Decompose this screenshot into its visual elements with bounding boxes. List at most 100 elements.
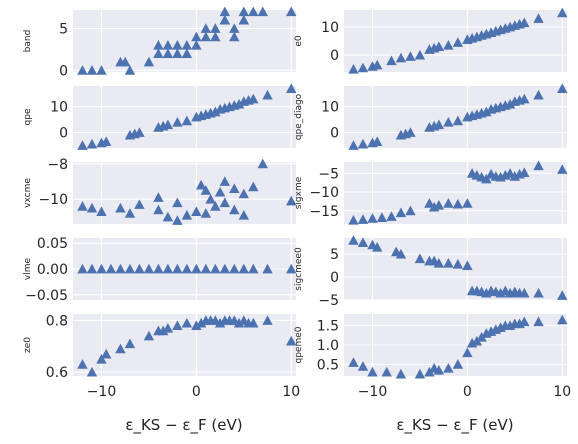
data-point <box>395 207 407 218</box>
data-point <box>219 6 231 17</box>
data-point <box>286 195 297 206</box>
data-point <box>262 89 273 100</box>
y-tick-label: 0.00 <box>37 262 68 278</box>
data-point <box>200 31 212 42</box>
data-point <box>191 39 202 50</box>
data-point <box>153 39 164 50</box>
data-point <box>200 263 212 274</box>
data-point <box>405 205 416 216</box>
subplot-sigxme: −15 −10 −5 sigxme <box>294 160 568 225</box>
data-point <box>519 17 530 28</box>
data-point <box>77 263 88 274</box>
data-point <box>533 160 544 171</box>
plot-background <box>73 10 296 72</box>
y-tick-label: 0 <box>330 48 339 64</box>
data-point <box>86 138 98 149</box>
subplot-vlme: −0.05 0.00 0.05 vlme <box>23 236 297 304</box>
plot-background <box>344 162 567 224</box>
data-point <box>172 215 183 225</box>
y-tick-label: 10 <box>50 100 68 116</box>
y-tick-label: 0 <box>59 126 68 142</box>
data-point <box>214 317 226 328</box>
plot-background <box>344 238 567 300</box>
data-point <box>424 198 435 208</box>
data-point <box>238 209 250 220</box>
data-point <box>557 314 568 325</box>
data-point <box>162 263 174 274</box>
data-point <box>162 323 174 333</box>
x-tick-label: 10 <box>553 384 571 400</box>
data-point <box>143 330 155 341</box>
data-point <box>481 106 492 117</box>
data-point <box>248 263 259 274</box>
data-point <box>433 258 445 268</box>
data-point <box>210 31 221 42</box>
data-point <box>452 198 464 209</box>
data-point <box>443 258 454 268</box>
y-tick-label: 1.5 <box>317 319 339 335</box>
data-point <box>504 98 516 109</box>
data-point <box>115 343 126 354</box>
data-point <box>181 115 193 126</box>
subplot-qpe-diago: 0 10 qpe_diago <box>294 83 568 150</box>
y-tick-label: −0.05 <box>25 288 68 304</box>
data-point <box>219 176 231 186</box>
y-axis-label: sigcmee0 <box>294 247 304 291</box>
data-point <box>172 263 183 274</box>
data-point <box>105 263 117 274</box>
data-point <box>348 215 359 225</box>
data-point <box>86 366 98 377</box>
y-tick-label: −10 <box>38 192 68 208</box>
y-tick-label: 0.05 <box>37 236 68 252</box>
data-point <box>200 23 212 33</box>
data-point <box>248 181 259 192</box>
data-point <box>238 6 250 17</box>
data-point <box>257 158 268 169</box>
data-point <box>86 263 98 274</box>
data-point <box>96 206 107 217</box>
data-point <box>248 93 259 104</box>
data-point <box>414 368 426 379</box>
data-point <box>134 263 145 274</box>
data-point <box>367 366 378 377</box>
data-point <box>77 359 88 369</box>
data-point <box>533 316 544 327</box>
subplot-band: 0 5 band <box>23 6 297 79</box>
data-point <box>262 315 273 325</box>
data-point <box>181 48 193 58</box>
data-point <box>443 116 454 127</box>
data-point <box>229 263 240 274</box>
data-point <box>386 211 397 221</box>
y-tick-label: −5 <box>318 166 339 182</box>
data-point <box>372 136 383 146</box>
data-point <box>229 23 240 33</box>
data-point <box>481 173 492 184</box>
data-point <box>452 115 464 126</box>
data-point <box>124 263 136 274</box>
data-point <box>101 136 112 146</box>
data-point <box>357 62 369 73</box>
data-point <box>162 211 174 222</box>
data-point <box>181 39 193 50</box>
data-point <box>233 317 245 328</box>
y-axis-label: sigxme <box>294 176 304 209</box>
x-tick-label: −10 <box>87 384 117 400</box>
data-point <box>119 56 131 67</box>
data-point <box>395 368 407 379</box>
data-point <box>414 49 426 60</box>
y-tick-label: 5 <box>330 247 339 263</box>
data-point <box>124 338 136 349</box>
data-point <box>153 204 164 215</box>
data-point <box>219 197 231 208</box>
data-point <box>162 119 174 130</box>
data-point <box>219 14 231 25</box>
x-tick-label: −10 <box>358 384 388 400</box>
data-point <box>195 179 207 190</box>
y-axis-label: vxcme <box>23 178 33 208</box>
data-point <box>372 59 383 70</box>
subplot-sigcmee0: −5 0 5 sigcmee0 <box>294 235 568 309</box>
y-axis-label: vlme <box>23 257 33 280</box>
y-tick-label: 0 <box>330 270 339 286</box>
y-tick-label: 0 <box>330 126 339 142</box>
